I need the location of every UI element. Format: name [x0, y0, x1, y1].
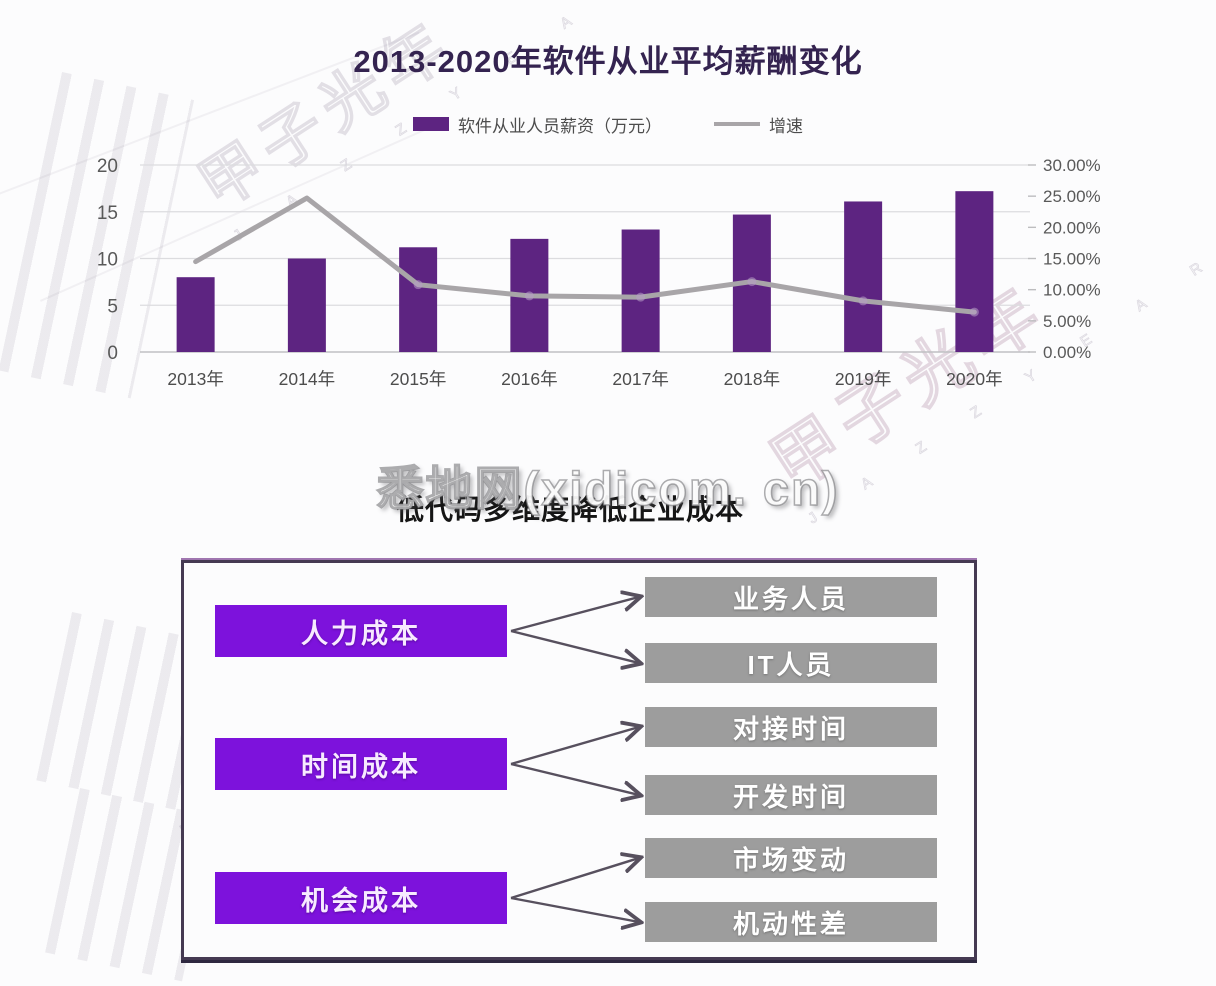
- right-axis-tick: 15.00%: [1043, 250, 1101, 269]
- diagram-title: 低代码多维度降低企业成本: [395, 494, 744, 525]
- source-box-2: 时间成本: [215, 738, 507, 790]
- growth-line-marker: [636, 292, 646, 302]
- left-axis-tick: 20: [97, 156, 118, 177]
- left-axis-tick: 10: [97, 250, 118, 271]
- salary-bar: [399, 247, 438, 352]
- source-box-1: 人力成本: [215, 605, 507, 657]
- x-axis-label: 2016年: [501, 369, 557, 389]
- growth-line-marker: [747, 277, 757, 287]
- growth-line: [193, 195, 977, 315]
- right-axis-tick: 10.00%: [1043, 281, 1101, 300]
- bar-swatch-icon: [413, 117, 449, 131]
- chart-legend: 软件从业人员薪资（万元） 增速: [0, 110, 1216, 138]
- salary-bar: [955, 191, 994, 352]
- right-axis-tick: 20.00%: [1043, 218, 1101, 237]
- growth-line-marker: [858, 296, 868, 306]
- x-axis-label: 2018年: [724, 369, 780, 389]
- line-swatch-icon: [714, 122, 760, 126]
- x-axis-label: 2015年: [390, 369, 446, 389]
- right-axis-tick: 30.00%: [1043, 156, 1101, 175]
- arrow: [510, 597, 639, 633]
- right-axis-tick: 5.00%: [1043, 312, 1091, 331]
- left-axis-tick: 0: [107, 343, 118, 364]
- target-box-6: 机动性差: [645, 902, 937, 942]
- right-axis-tick: 25.00%: [1043, 187, 1101, 206]
- x-axis-label: 2014年: [279, 369, 335, 389]
- salary-growth-chart: 20 15 10 5 0 30.00% 25.00% 20.00% 15.00% 10.00% 5.…: [97, 156, 1101, 389]
- growth-line-marker: [969, 307, 979, 317]
- salary-bar: [844, 201, 883, 352]
- target-box-2: IT人员: [645, 643, 937, 683]
- cost-reduction-diagram: 人力成本 业务人员 IT人员时间成本 对接时间开发时间机会成本 市场变动机动性差: [181, 560, 977, 960]
- growth-line-marker: [413, 280, 423, 290]
- legend-item-salary: 软件从业人员薪资（万元）: [413, 112, 662, 137]
- target-box-4: 开发时间: [645, 775, 937, 815]
- right-axis-tick: 0.00%: [1043, 343, 1091, 362]
- salary-bar: [621, 229, 660, 352]
- arrow: [510, 762, 639, 795]
- arrow: [510, 629, 639, 663]
- legend-item-growth: 增速: [714, 112, 803, 137]
- growth-line-marker: [524, 291, 534, 301]
- x-axis-label: 2017年: [612, 369, 668, 389]
- arrow: [510, 727, 639, 766]
- target-box-3: 对接时间: [645, 707, 937, 747]
- x-axis-label: 2019年: [835, 369, 891, 389]
- target-box-5: 市场变动: [645, 838, 937, 878]
- x-axis-label: 2020年: [946, 369, 1002, 389]
- source-box-3: 机会成本: [215, 872, 507, 924]
- target-box-1: 业务人员: [645, 577, 937, 617]
- x-axis-label: 2013年: [167, 369, 223, 389]
- legend-salary-label: 软件从业人员薪资（万元）: [458, 116, 662, 136]
- salary-bar: [176, 277, 215, 352]
- legend-growth-label: 增速: [769, 116, 803, 136]
- left-axis-tick: 15: [97, 203, 118, 224]
- arrow: [510, 858, 639, 900]
- diagram-arrows: [510, 563, 974, 957]
- salary-bar: [287, 258, 326, 352]
- arrow: [510, 896, 639, 922]
- chart-title: 2013-2020年软件从业平均薪酬变化: [353, 44, 863, 79]
- left-axis-tick: 5: [107, 296, 118, 317]
